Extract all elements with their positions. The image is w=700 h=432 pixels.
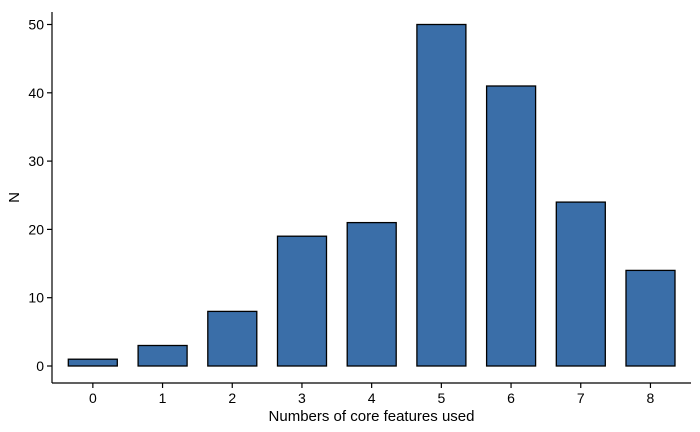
x-axis-title: Numbers of core features used [269, 408, 475, 425]
y-axis-title: N [6, 192, 23, 203]
x-tick-label-8: 8 [647, 390, 655, 406]
y-tick-label-40: 40 [28, 85, 44, 101]
x-axis: 0 1 2 3 4 5 6 7 8 [52, 382, 691, 406]
x-tick-label-2: 2 [228, 390, 236, 406]
bar-3 [276, 235, 328, 367]
y-axis: 0 10 20 30 40 50 [28, 12, 53, 383]
x-tick-label-0: 0 [89, 390, 97, 406]
x-tick-label-6: 6 [507, 390, 515, 406]
x-tick-label-7: 7 [577, 390, 585, 406]
bar-7 [555, 201, 606, 367]
bar-2 [207, 310, 258, 367]
x-tick-label-3: 3 [298, 390, 306, 406]
y-tick-label-50: 50 [28, 17, 44, 33]
x-tick-label-1: 1 [159, 390, 167, 406]
bar-8 [625, 269, 676, 367]
x-tick-label-5: 5 [437, 390, 445, 406]
bars-group [67, 23, 676, 367]
x-tick-label-4: 4 [368, 390, 376, 406]
bar-1 [137, 344, 188, 367]
bar-0 [67, 358, 118, 367]
y-tick-label-10: 10 [28, 290, 44, 306]
bar-4 [346, 221, 397, 367]
y-tick-label-0: 0 [36, 358, 44, 374]
bar-5 [416, 23, 467, 367]
y-tick-label-30: 30 [28, 153, 44, 169]
y-tick-label-20: 20 [28, 221, 44, 237]
bar-6 [485, 85, 537, 367]
